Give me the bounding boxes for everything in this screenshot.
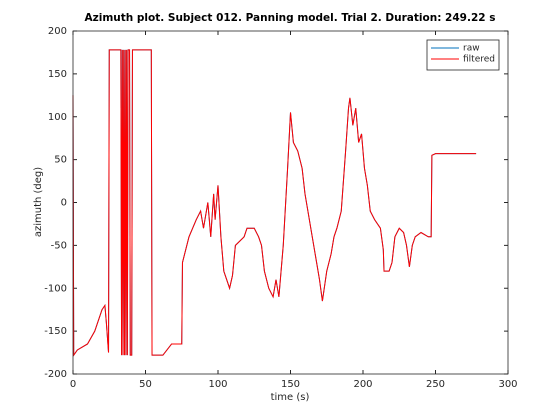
series-line (72, 49, 477, 357)
y-tick-label: 50 (54, 155, 67, 166)
x-axis-label: time (s) (271, 392, 310, 403)
legend-label: filtered (463, 55, 495, 65)
y-tick-label: 200 (48, 26, 67, 37)
x-tick-label: 150 (281, 379, 300, 390)
x-tick-label: 0 (70, 379, 76, 390)
legend-box (426, 39, 500, 71)
y-tick-label: -100 (44, 283, 67, 294)
x-tick-label: 200 (353, 379, 372, 390)
x-tick-label: 100 (208, 379, 227, 390)
y-tick-label: 150 (48, 69, 67, 80)
axes-box (72, 30, 509, 375)
x-tick-label: 250 (426, 379, 445, 390)
y-tick-label: -50 (51, 240, 67, 251)
x-tick-label: 300 (498, 379, 517, 390)
legend-label: raw (463, 44, 480, 54)
y-axis-label: azimuth (deg) (33, 167, 44, 237)
x-tick-label: 50 (139, 379, 152, 390)
chart-title: Azimuth plot. Subject 012. Panning model… (85, 12, 496, 24)
y-tick-label: -200 (44, 369, 67, 380)
y-tick-label: -150 (44, 326, 67, 337)
plot-area (73, 31, 508, 374)
y-tick-label: 100 (48, 112, 67, 123)
y-tick-label: 0 (61, 198, 67, 209)
